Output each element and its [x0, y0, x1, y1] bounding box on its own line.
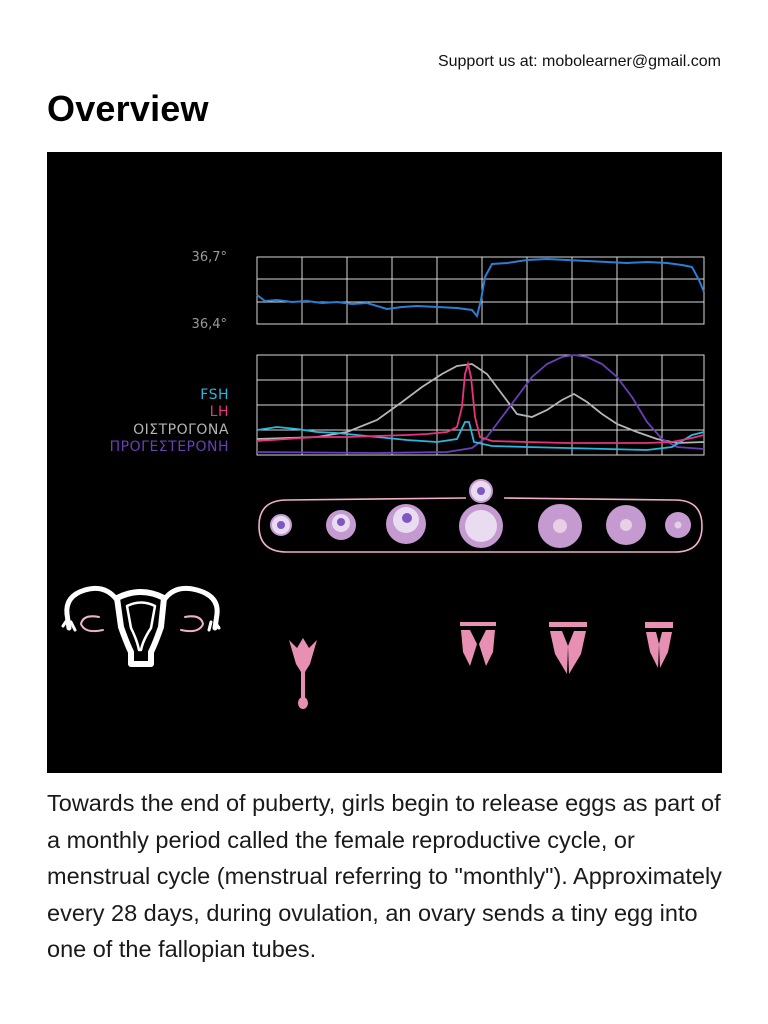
temperature-line [256, 257, 705, 319]
legend-estrogen: ΟΙΣΤΡΟΓΟΝΑ [133, 422, 229, 438]
page-title: Overview [47, 88, 209, 129]
fsh-line [256, 421, 705, 451]
legend-fsh: FSH [200, 387, 229, 403]
menstrual-cycle-figure: 36,7° 36,4° [47, 152, 722, 773]
hormone-chart: FSH LH ΟΙΣΤΡΟΓΟΝΑ ΠΡΟΓΕΣΤΕΡΟΝΗ [110, 354, 705, 456]
progesterone-line [256, 354, 705, 454]
endometrium-icon [289, 622, 673, 709]
legend-lh: LH [210, 404, 229, 420]
follicle-icon [270, 479, 691, 548]
body-paragraph: Towards the end of puberty, girls begin … [47, 790, 722, 962]
temperature-grid [257, 257, 704, 324]
legend-progesterone: ΠΡΟΓΕΣΤΕΡΟΝΗ [110, 439, 229, 455]
temp-tick-low: 36,4° [192, 317, 227, 332]
temp-tick-high: 36,7° [192, 250, 227, 265]
support-text: Support us at: mobolearner@gmail.com [437, 53, 721, 70]
ovary-outline [258, 497, 703, 553]
temperature-chart: 36,7° 36,4° [192, 250, 705, 332]
hormone-grid [257, 355, 704, 455]
uterus-icon [61, 585, 221, 667]
ovary-follicle-band [258, 479, 703, 553]
estrogen-line [256, 363, 705, 444]
lh-line [256, 360, 705, 444]
